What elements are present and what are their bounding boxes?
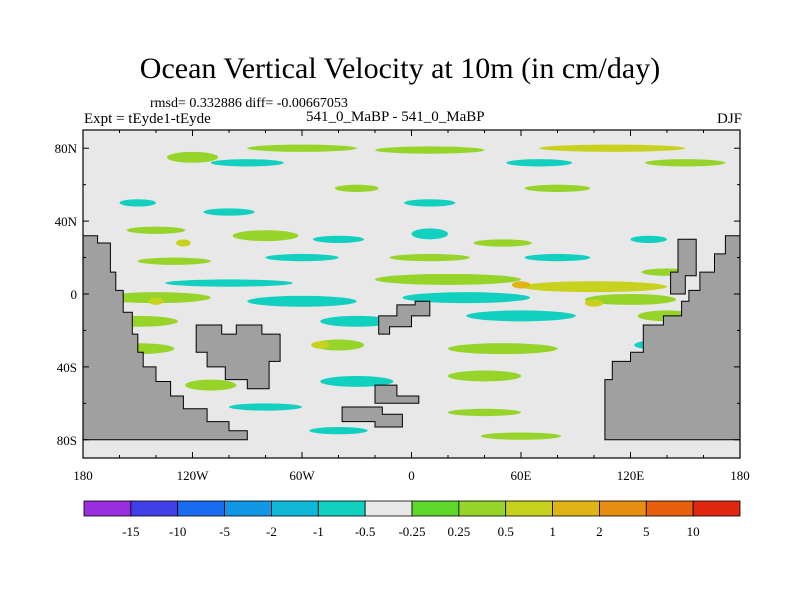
colorbar-box-9 <box>505 500 553 517</box>
colorbar-label-1: -10 <box>169 524 186 539</box>
colorbar-label-3: -2 <box>266 524 277 539</box>
field-patch-13 <box>232 230 299 242</box>
stats-label: rmsd= 0.332886 diff= -0.00667053 <box>150 96 348 111</box>
colorbar-box-6 <box>364 500 413 517</box>
field-patch-6 <box>645 159 726 167</box>
colorbar-label-7: 0.25 <box>447 524 470 539</box>
field-patch-36 <box>448 343 558 355</box>
colorbar-label-2: -5 <box>219 524 230 539</box>
field-patch-0 <box>166 151 219 163</box>
field-patch-25 <box>521 281 667 293</box>
colorbar-box-2 <box>177 500 225 517</box>
colorbar-label-4: -1 <box>313 524 324 539</box>
colorbar-box-0 <box>83 500 132 517</box>
y-tick-label-3: 40S <box>57 360 77 375</box>
x-tick-label-4: 60E <box>511 468 532 483</box>
field-patch-9 <box>334 184 379 192</box>
colorbar-label-6: -0.25 <box>398 524 425 539</box>
field-patch-28 <box>402 292 531 304</box>
field-patch-44 <box>448 408 521 417</box>
field-patch-27 <box>247 295 357 307</box>
field-patch-2 <box>375 146 485 154</box>
y-tick-label-2: 0 <box>71 287 78 302</box>
field-patch-49 <box>584 299 604 307</box>
y-tick-label-4: 80S <box>57 433 77 448</box>
field-patch-10 <box>404 199 456 207</box>
land-central-landmass <box>195 324 281 390</box>
field-patch-31 <box>320 315 394 327</box>
field-patch-16 <box>473 239 532 247</box>
colorbar-label-9: 1 <box>549 524 556 539</box>
x-tick-label-6: 180 <box>730 468 750 483</box>
experiment-label: Expt = tEyde1-tEyde <box>84 111 211 127</box>
colorbar-box-13 <box>692 500 741 517</box>
field-patch-12 <box>126 226 186 234</box>
x-tick-label-0: 180 <box>73 468 93 483</box>
land-east-peninsula <box>670 238 697 295</box>
colorbar-box-12 <box>645 500 694 517</box>
field-patch-29 <box>584 294 677 305</box>
land-south-island-a <box>341 406 403 428</box>
field-patch-21 <box>524 253 591 262</box>
field-patch-1 <box>247 144 357 152</box>
field-patch-26 <box>101 292 211 304</box>
colorbar-box-8 <box>458 500 507 517</box>
land-east-continent <box>604 235 740 441</box>
field-patch-4 <box>210 159 284 167</box>
field-patch-24 <box>375 273 521 285</box>
subtitle-label: 541_0_MaBP - 541_0_MaBP <box>306 109 485 125</box>
field-patch-51 <box>148 297 164 305</box>
axes-layer: 180 120W 60W 0 60E 120E 180 80N 40N 0 40S 80S <box>55 130 750 483</box>
colorbar-box-11 <box>599 500 647 517</box>
land-south-island-b <box>374 384 420 404</box>
y-tick-label-0: 80N <box>55 141 78 156</box>
colorbar-box-5 <box>317 500 366 517</box>
colorbar-label-0: -15 <box>122 524 139 539</box>
field-patch-39 <box>185 379 237 391</box>
colorbar-label-8: 0.5 <box>498 524 514 539</box>
field-patch-7 <box>119 199 156 207</box>
land-layer <box>83 235 740 441</box>
colorbar-box-10 <box>552 500 600 517</box>
field-patch-3 <box>539 144 686 152</box>
season-label: DJF <box>716 111 742 127</box>
colorbar-box-7 <box>411 500 460 517</box>
field-patch-40 <box>320 376 394 387</box>
field-patch-43 <box>229 403 302 411</box>
field-patch-32 <box>466 310 576 322</box>
field-patch-11 <box>524 184 591 192</box>
colorbar-label-11: 5 <box>643 524 650 539</box>
field-patch-14 <box>312 235 365 243</box>
field-patch-19 <box>265 253 339 262</box>
x-tick-label-1: 120W <box>177 468 210 483</box>
field-patch-46 <box>480 432 562 440</box>
colorbar: -15 -10 -5 -2 -1 -0.5 -0.25 0.25 0.5 1 2 5 10 <box>83 500 741 539</box>
field-patch-18 <box>137 257 211 265</box>
colorbar-label-5: -0.5 <box>355 524 376 539</box>
field-patch-48 <box>511 281 531 289</box>
colorbar-box-1 <box>130 500 179 517</box>
chart-title: Ocean Vertical Velocity at 10m (in cm/da… <box>139 52 661 85</box>
field-patch-47 <box>176 239 191 247</box>
colorbar-box-3 <box>224 500 272 517</box>
x-tick-label-5: 120E <box>617 468 645 483</box>
field-patch-23 <box>165 279 293 287</box>
field-patch-8 <box>203 208 255 216</box>
field-patch-15 <box>411 228 448 240</box>
field-patch-17 <box>630 235 667 243</box>
land-west-continent <box>83 235 248 441</box>
field-patch-5 <box>506 159 573 167</box>
x-tick-label-2: 60W <box>289 468 315 483</box>
land-mid-island <box>378 300 431 335</box>
colorbar-label-10: 2 <box>596 524 603 539</box>
field-patch-41 <box>448 370 521 382</box>
field-patch-20 <box>389 253 470 262</box>
field-patch-45 <box>309 427 368 435</box>
field-patch-50 <box>311 341 330 349</box>
colorbar-label-12: 10 <box>687 524 700 539</box>
x-tick-label-3: 0 <box>408 468 415 483</box>
y-tick-label-1: 40N <box>55 214 78 229</box>
colorbar-box-4 <box>271 500 319 517</box>
